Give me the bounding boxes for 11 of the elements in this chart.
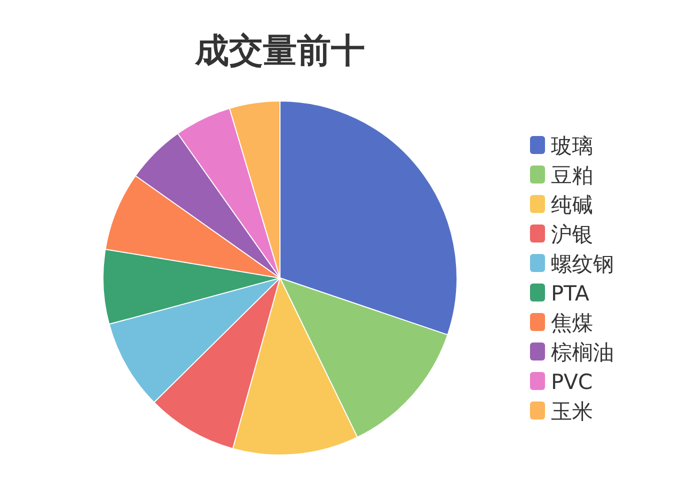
legend-label: 棕榈油 [551, 340, 614, 364]
chart-title: 成交量前十 [194, 31, 365, 71]
legend-label: PTA [551, 282, 590, 306]
legend-label: 螺纹钢 [551, 252, 614, 276]
legend-label: 豆粕 [551, 164, 593, 188]
legend-label: 焦煤 [551, 311, 593, 335]
legend-label: 玻璃 [551, 134, 593, 158]
legend-label: 玉米 [551, 400, 593, 424]
legend-label: 沪银 [551, 222, 593, 246]
legend-label: PVC [551, 370, 593, 394]
legend-label: 纯碱 [551, 193, 593, 217]
